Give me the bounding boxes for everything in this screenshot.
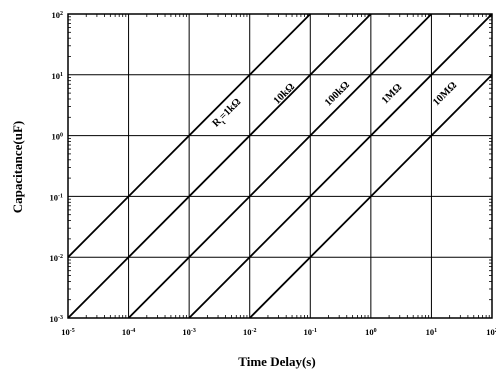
plot-frame bbox=[67, 13, 493, 319]
series-label: 10MΩ bbox=[431, 80, 459, 108]
series-label: 10kΩ bbox=[272, 81, 297, 106]
y-tick-label: 10-1 bbox=[50, 192, 64, 202]
series-line bbox=[249, 74, 493, 319]
series-label: 1MΩ bbox=[380, 82, 404, 106]
grid bbox=[68, 14, 492, 318]
y-axis-ticks: 10-3 10-2 10-1 100 101 102 bbox=[50, 10, 64, 324]
series-labels: Rt=1kΩ 10kΩ 100kΩ 1MΩ 10MΩ bbox=[211, 80, 460, 132]
x-tick-label: 10-3 bbox=[182, 327, 196, 337]
x-tick-label: 100 bbox=[365, 327, 377, 337]
y-tick-label: 10-3 bbox=[50, 314, 64, 324]
series-line bbox=[67, 13, 372, 319]
series-label: 100kΩ bbox=[323, 80, 352, 109]
y-tick-label: 100 bbox=[52, 132, 64, 142]
x-tick-label: 101 bbox=[426, 327, 438, 337]
series-label: Rt=1kΩ bbox=[211, 97, 246, 132]
x-tick-label: 10-4 bbox=[122, 327, 136, 337]
y-tick-label: 101 bbox=[52, 71, 64, 81]
x-axis-ticks: 10-5 10-4 10-3 10-2 10-1 100 101 102 bbox=[61, 327, 496, 337]
x-axis-label: Time Delay(s) bbox=[238, 354, 315, 369]
series-line bbox=[127, 13, 433, 319]
x-tick-label: 10-5 bbox=[61, 327, 75, 337]
x-tick-label: 10-1 bbox=[304, 327, 318, 337]
series-line bbox=[188, 13, 493, 319]
series-lines bbox=[67, 13, 493, 319]
x-tick-label: 10-2 bbox=[243, 327, 257, 337]
series-line bbox=[67, 13, 311, 258]
x-tick-label: 102 bbox=[486, 327, 496, 337]
y-tick-label: 10-2 bbox=[50, 253, 64, 263]
y-axis-label: Capacitance(uF) bbox=[10, 121, 25, 213]
y-tick-label: 102 bbox=[52, 10, 64, 20]
